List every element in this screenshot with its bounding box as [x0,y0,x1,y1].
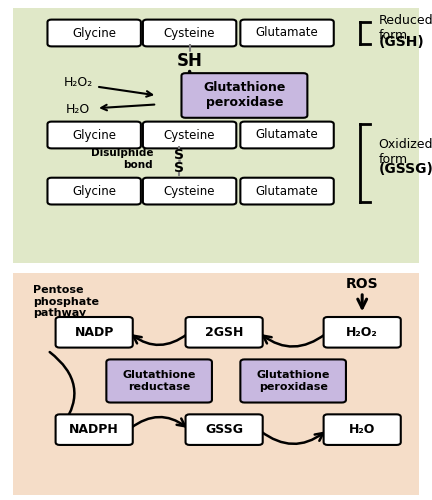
Text: H₂O₂: H₂O₂ [346,326,378,339]
FancyBboxPatch shape [143,20,236,46]
Text: NADP: NADP [74,326,114,339]
FancyBboxPatch shape [240,360,346,403]
Text: Cysteine: Cysteine [164,26,216,40]
FancyBboxPatch shape [143,178,236,204]
FancyBboxPatch shape [48,178,141,204]
Text: Cysteine: Cysteine [164,184,216,198]
FancyBboxPatch shape [7,268,425,499]
Text: Glutamate: Glutamate [256,184,318,198]
Text: GSSG: GSSG [205,423,243,436]
Text: SH: SH [177,52,203,70]
Text: H₂O: H₂O [66,103,90,116]
Text: S: S [175,160,184,174]
FancyBboxPatch shape [106,360,212,403]
Text: Glutathione
peroxidase: Glutathione peroxidase [257,370,330,392]
Text: H₂O₂: H₂O₂ [64,76,92,89]
FancyBboxPatch shape [240,178,334,204]
FancyBboxPatch shape [324,414,401,445]
Text: Cysteine: Cysteine [164,128,216,141]
Text: Oxidized
form: Oxidized form [378,138,432,166]
Text: Glutamate: Glutamate [256,128,318,141]
Text: Glycine: Glycine [72,184,116,198]
FancyBboxPatch shape [324,317,401,348]
Text: Pentose
phosphate
pathway: Pentose phosphate pathway [33,285,99,318]
FancyBboxPatch shape [56,317,133,348]
Text: Reduced
form: Reduced form [378,14,432,42]
FancyBboxPatch shape [181,73,307,118]
FancyBboxPatch shape [48,20,141,46]
Text: Glutathione
peroxidase: Glutathione peroxidase [203,82,286,110]
Text: NADPH: NADPH [69,423,119,436]
FancyBboxPatch shape [186,317,263,348]
Text: Glycine: Glycine [72,128,116,141]
Text: (GSH): (GSH) [378,35,424,49]
FancyBboxPatch shape [56,414,133,445]
Text: (GSSG): (GSSG) [378,162,432,176]
Text: Disulphide
bond: Disulphide bond [91,148,153,170]
FancyBboxPatch shape [143,122,236,148]
Text: Glutamate: Glutamate [256,26,318,40]
FancyBboxPatch shape [48,122,141,148]
FancyBboxPatch shape [240,20,334,46]
Text: Glutathione
reductase: Glutathione reductase [122,370,196,392]
Text: H₂O: H₂O [349,423,375,436]
Text: 2GSH: 2GSH [205,326,243,339]
Text: ROS: ROS [346,276,378,290]
Text: Glycine: Glycine [72,26,116,40]
FancyBboxPatch shape [7,4,425,266]
Text: S: S [175,148,184,162]
FancyBboxPatch shape [186,414,263,445]
FancyBboxPatch shape [240,122,334,148]
